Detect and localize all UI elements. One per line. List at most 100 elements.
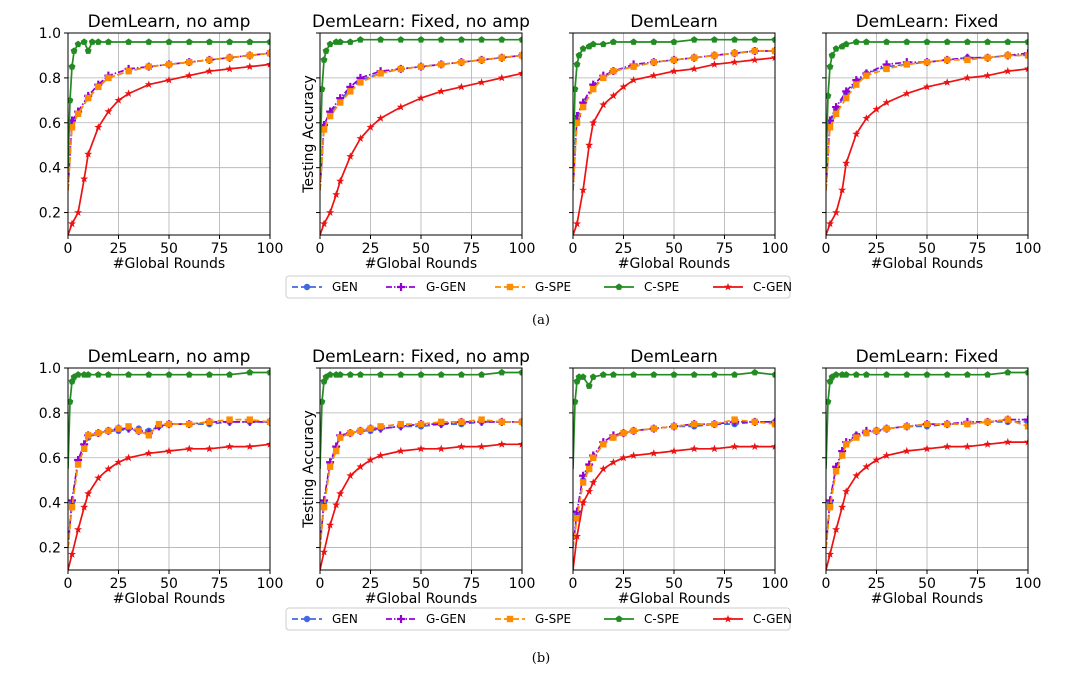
series-line-c-gen (68, 443, 270, 570)
data-point (670, 446, 678, 455)
data-point (246, 38, 254, 45)
data-point (226, 371, 233, 378)
series-c-spe (826, 368, 1028, 470)
data-point (397, 36, 405, 43)
data-point (589, 118, 598, 127)
data-point (88, 38, 96, 45)
data-point (205, 444, 214, 453)
data-point (165, 420, 173, 428)
x-axis-label: #Global Rounds (113, 591, 225, 607)
data-point (346, 371, 354, 378)
data-point (832, 110, 840, 117)
series-line-c-gen (320, 72, 522, 235)
data-point (266, 368, 270, 376)
data-point (68, 124, 76, 131)
data-point (438, 61, 445, 68)
x-tick-label: 50 (665, 241, 683, 257)
data-point (690, 371, 698, 378)
x-tick-label: 50 (665, 576, 683, 592)
data-point (326, 371, 334, 378)
data-point (863, 371, 870, 378)
data-point (883, 38, 890, 45)
series-line-g-spe (573, 50, 775, 191)
x-tick-label: 25 (868, 576, 886, 592)
series-g-gen (68, 49, 270, 191)
data-point (585, 141, 594, 149)
series-line-c-gen (320, 443, 522, 570)
data-point (518, 440, 522, 448)
data-point (498, 36, 506, 43)
series-c-spe (68, 368, 270, 470)
chart-title: DemLearn: Fixed, no amp (312, 12, 530, 32)
x-tick-label: 75 (463, 576, 481, 592)
data-point (347, 429, 354, 437)
data-point (883, 371, 890, 378)
x-tick-label: 75 (969, 241, 987, 257)
data-point (367, 425, 374, 432)
series-g-gen (573, 417, 775, 548)
data-point (205, 67, 214, 75)
data-point (1004, 38, 1012, 45)
series-line-c-gen (826, 68, 1028, 235)
data-point (346, 152, 355, 160)
data-point (357, 36, 364, 43)
data-point (326, 520, 335, 529)
x-axis-label: #Global Rounds (618, 256, 730, 272)
data-point (226, 416, 233, 423)
data-point (599, 371, 607, 378)
x-tick-label: 50 (918, 576, 936, 592)
data-point (882, 451, 891, 459)
data-point (225, 64, 234, 73)
caption-b: (b) (532, 651, 550, 666)
data-point (246, 368, 254, 376)
x-tick-label: 25 (110, 576, 128, 592)
series-line-g-spe (68, 418, 270, 548)
series-line-g-spe (826, 418, 1028, 548)
data-point (751, 47, 758, 55)
data-point (826, 398, 832, 405)
data-point (377, 423, 384, 430)
data-point (518, 368, 522, 376)
data-point (457, 82, 466, 91)
data-point (923, 444, 931, 453)
data-point (84, 489, 93, 498)
data-point (320, 126, 328, 133)
data-point (124, 453, 133, 462)
data-point (326, 208, 335, 216)
data-point (842, 87, 851, 96)
data-point (964, 420, 971, 428)
data-point (1004, 416, 1011, 423)
data-point (356, 134, 365, 142)
data-point (320, 496, 329, 505)
data-point (94, 123, 103, 131)
data-point (923, 371, 931, 378)
data-point (115, 425, 122, 432)
data-point (357, 371, 364, 378)
data-point (1024, 38, 1028, 45)
data-point (882, 98, 891, 106)
data-point (731, 371, 738, 378)
data-point (326, 40, 334, 48)
data-point (165, 371, 173, 378)
data-point (397, 420, 404, 428)
series-gen (573, 47, 775, 191)
x-tick-label: 100 (1015, 576, 1042, 592)
data-point (84, 47, 92, 54)
data-point (842, 487, 851, 495)
data-point (114, 458, 123, 466)
data-point (397, 65, 404, 73)
legend-marker (615, 615, 623, 622)
data-point (105, 38, 112, 45)
data-point (730, 58, 739, 66)
legend-label: G-GEN (426, 280, 466, 294)
series-line-c-gen (68, 63, 270, 235)
data-point (397, 371, 405, 378)
y-tick-label: 0.6 (39, 451, 61, 467)
data-point (320, 547, 328, 556)
data-point (320, 85, 326, 92)
data-point (943, 442, 952, 450)
legend-label: G-SPE (535, 280, 571, 294)
y-tick-label: 1.0 (39, 361, 61, 377)
data-point (1003, 437, 1012, 446)
data-point (125, 38, 132, 45)
